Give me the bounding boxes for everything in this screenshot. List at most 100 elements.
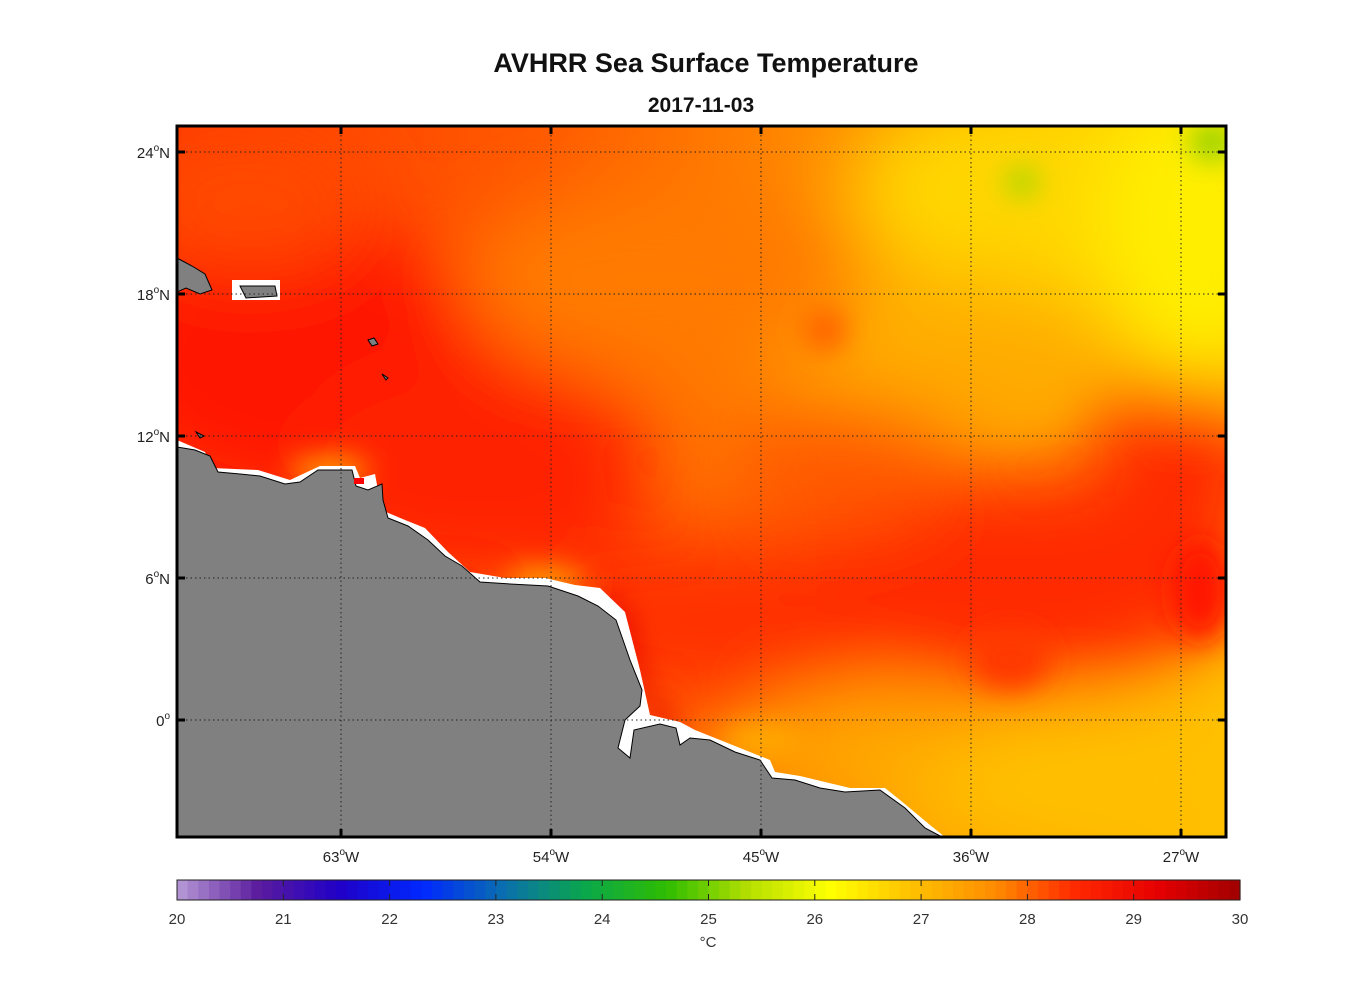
colorbar-cell — [857, 880, 869, 900]
colorbar-cell — [262, 880, 274, 900]
colorbar-cell — [740, 880, 752, 900]
colorbar-tick-label: 26 — [806, 911, 823, 928]
colorbar-tick-label: 24 — [594, 911, 611, 928]
colorbar-cell — [889, 880, 901, 900]
south-america-land — [177, 446, 943, 837]
colorbar-cell — [240, 880, 253, 900]
colorbar-cell — [836, 880, 848, 900]
colorbar-tick-label: 20 — [169, 911, 186, 928]
latitude-tick-labels: 24oN 18oN 12oN 6oN 0o — [137, 143, 171, 730]
colorbar-cell — [708, 880, 720, 900]
colorbar-cell — [580, 880, 593, 900]
colorbar-cell — [814, 880, 827, 900]
colorbar-cell — [995, 880, 1007, 900]
colorbar-cell — [1112, 880, 1124, 900]
colorbar-cell — [687, 880, 699, 900]
colorbar-cell — [559, 880, 571, 900]
colorbar-cell — [1197, 880, 1209, 900]
colorbar-cell — [336, 880, 348, 900]
colorbar-cell — [272, 880, 284, 900]
lat-tick-label: 6oN — [145, 569, 170, 588]
colorbar-cell — [219, 880, 231, 900]
colorbar-cell — [517, 880, 529, 900]
colorbar-cell — [1186, 880, 1199, 900]
colorbar-cell — [315, 880, 327, 900]
colorbar-unit-label: °C — [700, 934, 717, 951]
colorbar-cell — [591, 880, 603, 900]
colorbar-cell — [251, 880, 263, 900]
colorbar-tick-label: 21 — [275, 911, 292, 928]
colorbar-cell — [1133, 880, 1145, 900]
trinidad-island — [194, 430, 206, 439]
colorbar-cell — [772, 880, 784, 900]
colorbar-cell — [602, 880, 614, 900]
colorbar-cell — [1080, 880, 1092, 900]
graticule — [177, 126, 1226, 837]
colorbar-cell — [952, 880, 965, 900]
colorbar-cell — [729, 880, 741, 900]
map-title: AVHRR Sea Surface Temperature — [493, 48, 919, 78]
colorbar-cell — [1091, 880, 1103, 900]
colorbar-cell — [804, 880, 816, 900]
map-subtitle: 2017-11-03 — [647, 94, 755, 117]
colorbar-cell — [538, 880, 550, 900]
colorbar-cell — [793, 880, 805, 900]
colorbar-cell — [347, 880, 359, 900]
colorbar-cell — [1229, 880, 1241, 900]
colorbar-cell — [782, 880, 795, 900]
colorbar-cell — [1069, 880, 1082, 900]
lat-tick-label: 0o — [156, 711, 170, 730]
colorbar-cell — [1016, 880, 1028, 900]
colorbar-cell — [1048, 880, 1060, 900]
colorbar-cell — [931, 880, 943, 900]
colorbar-cell — [1144, 880, 1156, 900]
colorbar-cell — [984, 880, 997, 900]
red-pixel-marker — [354, 478, 364, 484]
colorbar-cell — [208, 880, 221, 900]
colorbar-cell — [283, 880, 295, 900]
puerto-rico-land — [239, 285, 278, 299]
lat-tick-label: 18oN — [137, 285, 170, 304]
colorbar-cell — [1123, 880, 1135, 900]
colorbar-tick-label: 29 — [1125, 911, 1142, 928]
colorbar-cell — [432, 880, 444, 900]
colorbar-cell — [177, 880, 189, 900]
lat-tick-label: 12oN — [137, 427, 170, 446]
colorbar-cell — [378, 880, 391, 900]
colorbar-cell — [1006, 880, 1018, 900]
colorbar-cell — [474, 880, 486, 900]
colorbar-cell — [665, 880, 678, 900]
colorbar-cell — [634, 880, 646, 900]
colorbar-cell — [198, 880, 210, 900]
lat-tick-label: 24oN — [137, 143, 170, 162]
colorbar-cell — [697, 880, 710, 900]
map-frame — [175, 124, 1228, 839]
colorbar-tick-label: 25 — [700, 911, 717, 928]
colorbar-cell — [570, 880, 582, 900]
lon-tick-label: 45oW — [743, 847, 780, 866]
colorbar-cell — [527, 880, 540, 900]
colorbar-cell — [325, 880, 338, 900]
colorbar-cell — [963, 880, 975, 900]
colorbar-cell — [1154, 880, 1167, 900]
colorbar-cell — [485, 880, 497, 900]
colorbar-cell — [187, 880, 199, 900]
colorbar-cells — [177, 880, 1241, 900]
colorbar-cell — [453, 880, 465, 900]
colorbar-cell — [655, 880, 667, 900]
longitude-tick-labels: 63oW 54oW 45oW 36oW 27oW — [323, 847, 1200, 866]
colorbar-cell — [825, 880, 837, 900]
colorbar-cell — [400, 880, 412, 900]
colorbar-cell — [1218, 880, 1230, 900]
colorbar-cell — [1176, 880, 1188, 900]
colorbar-cell — [921, 880, 933, 900]
colorbar-cell — [899, 880, 912, 900]
colorbar-cell — [612, 880, 625, 900]
colorbar-cell — [719, 880, 731, 900]
colorbar-cell — [1208, 880, 1220, 900]
colorbar-cell — [495, 880, 508, 900]
martinique-island — [381, 373, 389, 381]
colorbar-cell — [910, 880, 922, 900]
colorbar-cell — [368, 880, 380, 900]
colorbar-cell — [846, 880, 858, 900]
